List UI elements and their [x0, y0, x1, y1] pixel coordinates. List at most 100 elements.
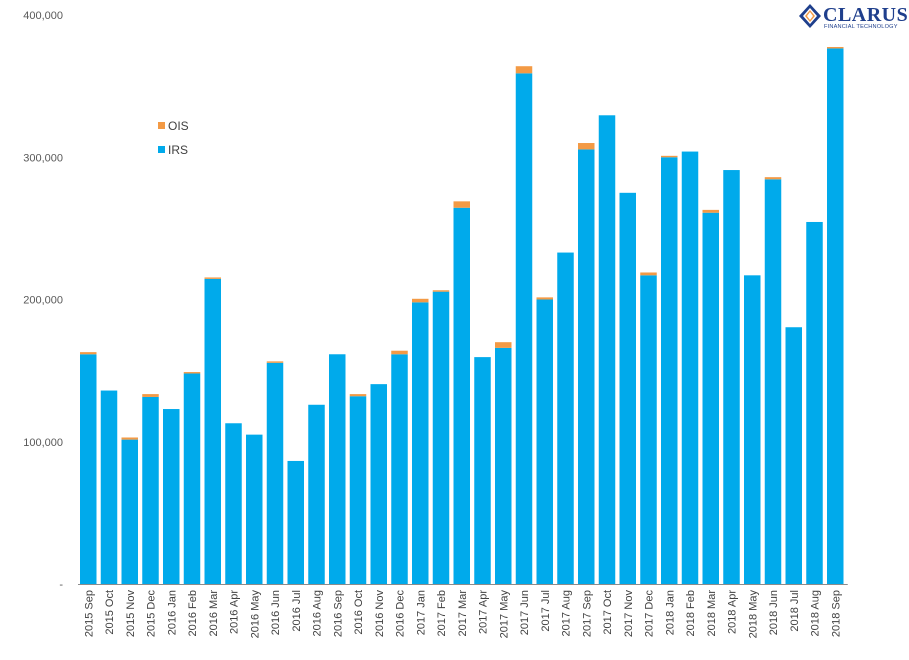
- bar-ois: [640, 272, 657, 276]
- clarus-logo-icon: [799, 4, 821, 28]
- bar-ois: [536, 297, 553, 300]
- x-tick-label: 2018 Jan: [664, 590, 676, 635]
- bar-irs: [598, 115, 616, 584]
- logo-tagline: FINANCIAL TECHNOLOGY: [824, 24, 898, 30]
- bar-irs: [827, 48, 844, 584]
- bar-ois: [453, 201, 470, 208]
- bar-ois: [183, 372, 201, 374]
- bar-irs: [349, 396, 367, 584]
- bar-irs: [640, 275, 657, 584]
- x-tick-label: 2016 Nov: [374, 590, 386, 638]
- bar-ois: [349, 394, 367, 397]
- bar-ois: [432, 290, 450, 292]
- bar-irs: [121, 439, 138, 584]
- bar-irs: [80, 354, 97, 584]
- y-axis: - 100,000 200,000 300,000 400,000: [23, 10, 63, 591]
- x-tick-label: 2017 Sep: [581, 590, 593, 637]
- x-tick-label: 2017 May: [498, 590, 510, 639]
- x-tick-label: 2018 Apr: [727, 590, 739, 634]
- x-tick-label: 2018 Mar: [706, 590, 718, 637]
- bar-irs: [204, 278, 221, 584]
- legend-swatch-irs: [158, 146, 165, 153]
- x-tick-label: 2018 Feb: [685, 590, 697, 636]
- x-tick-label: 2017 Jan: [415, 590, 427, 635]
- x-tick-label: 2015 Dec: [146, 590, 158, 638]
- x-tick-label: 2017 Oct: [602, 590, 614, 635]
- x-tick-label: 2016 Mar: [208, 590, 220, 637]
- bar-irs: [785, 327, 802, 584]
- x-tick-label: 2016 Jun: [270, 590, 282, 635]
- bar-ois: [578, 143, 595, 150]
- x-tick-label: 2016 Dec: [395, 590, 407, 638]
- x-axis: 2015 Sep 2015 Oct 2015 Nov 2015 Dec 2016 Jan…: [78, 584, 848, 639]
- bar-ois: [142, 394, 159, 397]
- x-tick-label: 2016 Feb: [187, 590, 199, 636]
- bar-irs: [744, 275, 761, 584]
- x-tick-label: 2016 Oct: [353, 590, 365, 635]
- x-tick-label: 2018 May: [747, 590, 759, 639]
- legend-swatch-ois: [158, 122, 165, 129]
- clarus-logo: CLARUS FINANCIAL TECHNOLOGY: [798, 2, 908, 36]
- x-tick-label: 2016 Apr: [229, 590, 241, 634]
- x-tick-label: 2017 Aug: [561, 590, 573, 637]
- x-tick-label: 2017 Dec: [644, 590, 656, 638]
- bar-irs: [536, 299, 553, 584]
- x-tick-label: 2018 Jun: [768, 590, 780, 635]
- bar-ois: [266, 361, 284, 363]
- bar-irs: [100, 390, 118, 584]
- y-tick-label: 400,000: [23, 10, 63, 22]
- bar-ois: [515, 66, 533, 74]
- legend-label-irs: IRS: [168, 143, 188, 157]
- legend-label-ois: OIS: [168, 119, 189, 133]
- bar-ois: [204, 277, 221, 279]
- x-tick-label: 2016 Jan: [166, 590, 178, 635]
- bar-irs: [412, 302, 429, 584]
- x-tick-label: 2018 Sep: [830, 590, 842, 637]
- x-tick-label: 2018 Jul: [789, 590, 801, 632]
- bars: [80, 47, 844, 585]
- x-tick-label: 2017 Apr: [478, 590, 490, 634]
- bar-irs: [308, 404, 325, 584]
- y-tick-label: -: [59, 579, 63, 591]
- bar-irs: [432, 291, 450, 584]
- bar-ois: [764, 177, 782, 180]
- bar-ois: [661, 155, 678, 158]
- x-tick-label: 2017 Mar: [457, 590, 469, 637]
- bar-irs: [806, 221, 823, 584]
- bar-irs: [764, 179, 782, 584]
- x-tick-label: 2015 Sep: [83, 590, 95, 637]
- bar-irs: [266, 362, 284, 584]
- x-tick-label: 2017 Nov: [623, 590, 635, 638]
- bar-irs: [702, 212, 719, 585]
- y-tick-label: 300,000: [23, 152, 63, 164]
- x-tick-label: 2017 Jul: [540, 590, 552, 632]
- bar-irs: [246, 434, 263, 584]
- bar-irs: [515, 73, 533, 584]
- bar-irs: [474, 357, 491, 584]
- bar-ois: [391, 350, 408, 355]
- bar-irs: [163, 409, 180, 584]
- bar-ois: [702, 209, 719, 213]
- bar-irs: [619, 192, 636, 584]
- bar-ois: [121, 437, 138, 440]
- bar-ois: [80, 352, 97, 355]
- bar-irs: [225, 423, 242, 584]
- x-tick-label: 2015 Nov: [125, 590, 137, 638]
- bar-ois: [495, 342, 512, 348]
- x-tick-label: 2016 Sep: [332, 590, 344, 637]
- bar-irs: [329, 354, 346, 584]
- bar-irs: [391, 354, 408, 584]
- bar-ois: [827, 47, 844, 49]
- bar-irs: [557, 252, 574, 584]
- bar-irs: [370, 384, 387, 584]
- bar-irs: [661, 157, 678, 584]
- logo-wordmark: CLARUS: [823, 4, 909, 26]
- x-tick-label: 2016 Jul: [291, 590, 303, 632]
- bar-irs: [287, 460, 304, 584]
- x-tick-label: 2016 Aug: [312, 590, 324, 637]
- x-tick-label: 2018 Aug: [810, 590, 822, 637]
- x-tick-label: 2017 Jun: [519, 590, 531, 635]
- bar-irs: [183, 373, 201, 584]
- y-tick-label: 100,000: [23, 437, 63, 449]
